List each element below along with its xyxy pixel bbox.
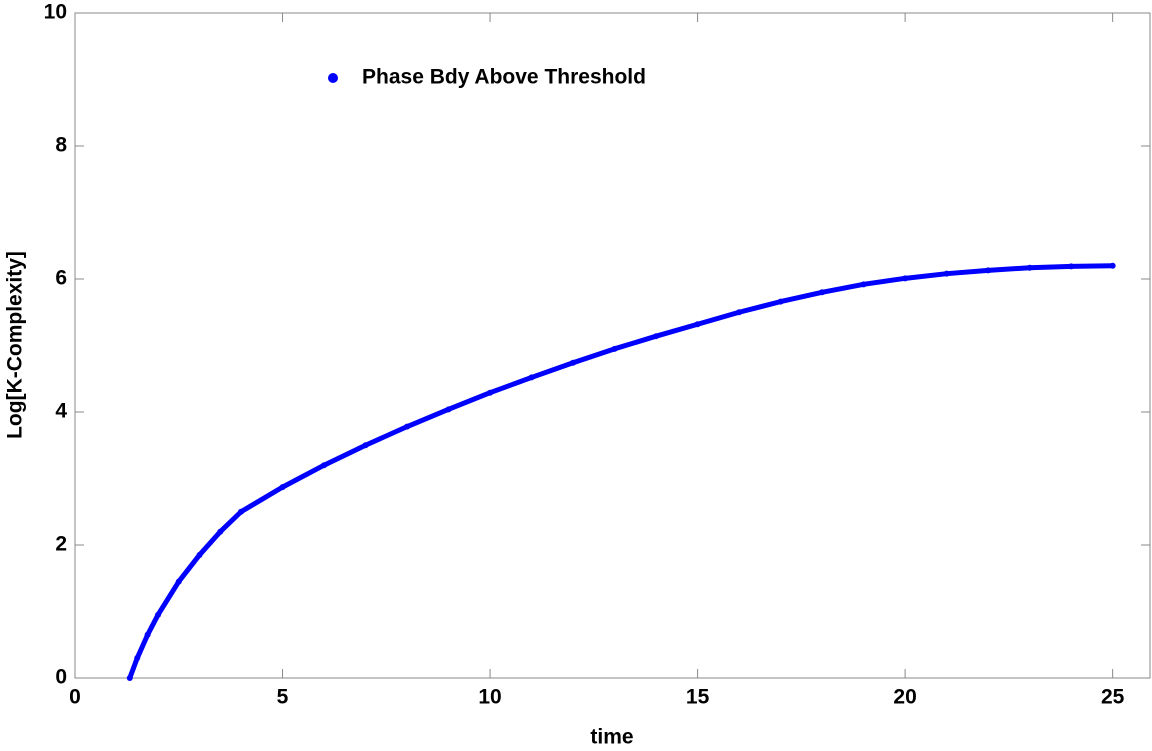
point: [404, 423, 411, 430]
plot-frame: [74, 12, 1151, 679]
point: [570, 359, 577, 366]
point: [238, 508, 245, 515]
point: [126, 675, 133, 681]
point: [611, 345, 618, 352]
x-tick-label: 10: [478, 686, 501, 709]
y-tick-label: 0: [55, 666, 67, 689]
y-tick-label: 10: [44, 1, 67, 24]
y-tick-label: 8: [55, 134, 67, 157]
point: [1068, 263, 1075, 270]
x-tick-label: 0: [69, 686, 81, 709]
y-axis-label: Log[K-Complexity]: [4, 251, 27, 439]
y-tick-label: 2: [55, 533, 67, 556]
point: [736, 309, 743, 316]
point: [777, 298, 784, 305]
series-curve: [127, 263, 1116, 681]
point: [1109, 262, 1116, 269]
y-tick-label: 4: [55, 400, 67, 423]
point: [175, 578, 182, 585]
point: [144, 631, 151, 638]
point: [943, 270, 950, 277]
x-tick-label: 20: [893, 686, 916, 709]
x-axis-label: time: [590, 726, 633, 749]
point: [902, 275, 909, 282]
legend-label: Phase Bdy Above Threshold: [362, 66, 646, 89]
x-tick-label: 5: [277, 686, 289, 709]
point: [528, 374, 535, 381]
x-tick-label: 15: [686, 686, 710, 709]
point: [134, 655, 141, 662]
point: [1026, 264, 1033, 271]
point: [196, 551, 203, 558]
point: [155, 611, 162, 618]
y-tick-label: 6: [55, 267, 67, 290]
point: [694, 321, 701, 328]
point: [445, 406, 452, 413]
point: [860, 281, 867, 288]
point: [217, 528, 224, 535]
point: [362, 442, 369, 449]
x-tick-label: 25: [1101, 686, 1125, 709]
point: [985, 267, 992, 274]
legend-marker: [328, 73, 338, 83]
point: [279, 484, 286, 491]
point: [653, 333, 660, 340]
point: [487, 389, 494, 396]
point: [819, 289, 826, 296]
point: [321, 462, 328, 469]
